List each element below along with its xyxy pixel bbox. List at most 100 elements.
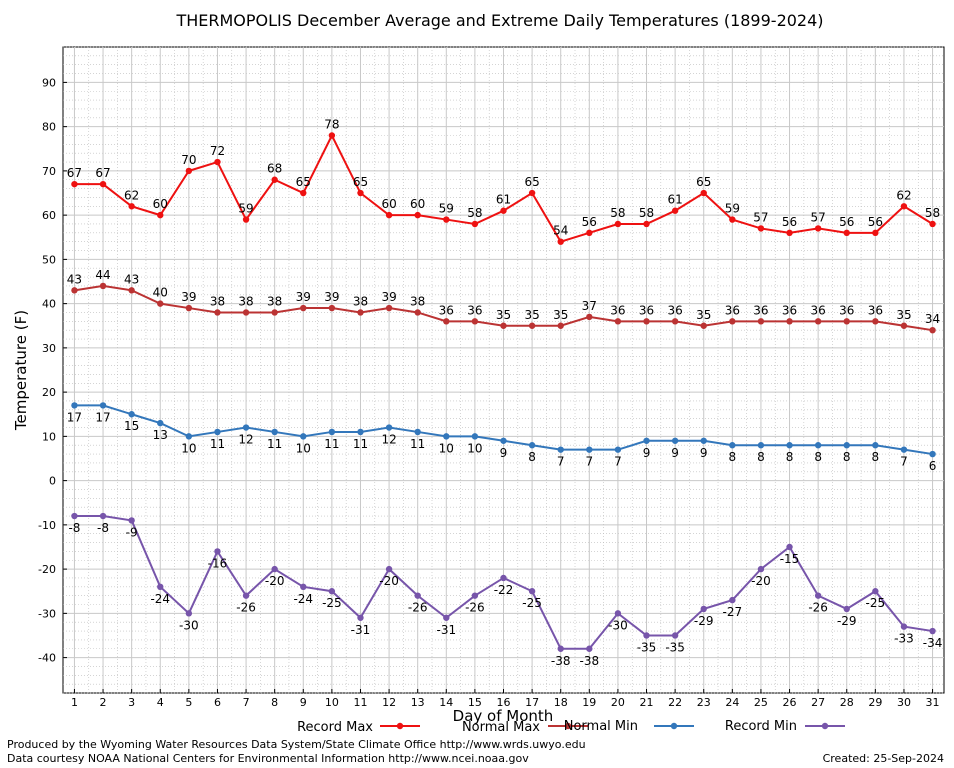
y-tick-label: 40 [42,298,56,311]
record-max-point [471,220,479,228]
normal-max-data-label: 36 [439,303,454,317]
record-min-data-label: -35 [637,640,657,654]
normal-min-point [843,442,850,449]
record-max-point [614,220,622,228]
normal-min-data-label: 10 [467,441,482,455]
normal-max-point [328,304,336,312]
record-min-data-label: -24 [150,592,170,606]
record-max-point [128,203,135,210]
x-tick-label: 10 [325,696,339,709]
x-tick-label: 30 [897,696,911,709]
normal-min-point [700,437,707,444]
record-min-point [929,627,936,635]
normal-min-data-label: 10 [181,441,196,455]
record-min-data-label: -31 [351,623,371,637]
footer-courtesy: Data courtesy NOAA National Centers for … [7,752,529,765]
normal-max-point [614,318,622,325]
record-max-point [214,158,221,166]
record-min-data-label: -35 [665,640,685,654]
normal-max-point [843,318,850,325]
normal-max-point [700,322,707,329]
record-max-data-label: 58 [639,206,654,220]
record-min-data-label: -29 [694,614,714,628]
record-min-point [786,543,793,551]
normal-max-data-label: 36 [839,303,854,317]
record-min-point [843,605,850,613]
normal-max-point [214,309,221,316]
record-max-data-label: 70 [181,153,196,167]
record-min-data-label: -9 [126,525,138,539]
record-min-point [729,596,736,604]
normal-min-data-label: 8 [786,450,794,464]
normal-min-data-label: 10 [439,441,454,455]
normal-min-data-label: 12 [381,433,396,447]
record-max-data-label: 59 [439,202,454,216]
normal-max-point [385,304,393,312]
record-max-point [300,189,307,197]
x-tick-label: 9 [300,696,307,709]
record-max-data-label: 56 [582,215,597,229]
x-tick-label: 16 [497,696,511,709]
legend-marker-record-max [396,722,404,730]
normal-max-data-label: 36 [782,303,797,317]
normal-min-data-label: 7 [614,455,622,469]
footer-producer: Produced by the Wyoming Water Resources … [7,738,586,751]
normal-max-data-label: 38 [238,294,253,308]
normal-min-point [300,433,307,440]
x-axis-ticks: 1 2 3 4 5 6 7 8 9 10 11 12 13 14 15 16 17 18 19 20 21 22 23 24 2… [71,689,940,709]
normal-min-point [271,428,278,436]
normal-max-point [786,318,793,325]
normal-min-point [357,428,364,436]
record-min-point [357,614,364,621]
normal-min-data-label: 9 [671,446,679,460]
x-tick-label: 18 [554,696,568,709]
normal-max-point [729,318,736,325]
series-normal-max: 43 44 43 40 39 38 38 38 39 39 38 39 38 36 36 35 35 35 37 36… [67,268,940,334]
y-axis-ticks: -40 -30 -20 -10 0 10 20 30 40 50 60 70 80 90 [38,76,67,665]
record-max-point [185,167,193,175]
normal-max-point [414,309,421,316]
normal-min-point [814,442,822,449]
legend-marker-record-min [821,722,829,730]
record-max-point [443,216,450,223]
y-tick-label: 90 [42,76,56,89]
normal-max-data-label: 37 [582,299,597,313]
x-tick-label: 12 [382,696,396,709]
x-tick-label: 8 [271,696,278,709]
normal-max-point [500,322,507,329]
record-max-data-label: 72 [210,144,225,158]
normal-max-point [271,309,278,316]
x-tick-label: 25 [754,696,768,709]
record-max-data-label: 65 [353,175,368,189]
normal-max-data-label: 38 [410,294,425,308]
normal-min-point [786,442,793,449]
record-min-data-label: -38 [551,654,571,668]
record-max-data-label: 56 [839,215,854,229]
record-min-point [385,565,393,573]
normal-max-data-label: 36 [868,303,883,317]
y-tick-label: 80 [42,121,56,134]
normal-min-data-label: 13 [153,428,168,442]
x-tick-label: 5 [185,696,192,709]
y-tick-label: 10 [42,430,56,443]
record-max-point [757,225,765,232]
x-tick-label: 24 [725,696,739,709]
record-max-point [557,238,564,245]
normal-min-data-label: 7 [585,455,593,469]
record-max-point [814,225,822,232]
record-min-data-label: -8 [68,521,80,535]
record-min-data-label: -30 [608,618,628,632]
record-min-point [300,583,307,591]
record-min-point [900,623,908,630]
record-max-point [99,180,107,188]
record-min-point [185,610,193,617]
normal-max-point [185,304,193,312]
record-max-point [242,216,250,223]
normal-max-data-label: 43 [67,272,82,286]
record-max-point [671,207,679,214]
y-tick-label: -10 [38,519,56,532]
normal-min-data-label: 11 [324,437,339,451]
normal-min-data-label: 15 [124,419,139,433]
record-min-data-label: -20 [265,574,285,588]
